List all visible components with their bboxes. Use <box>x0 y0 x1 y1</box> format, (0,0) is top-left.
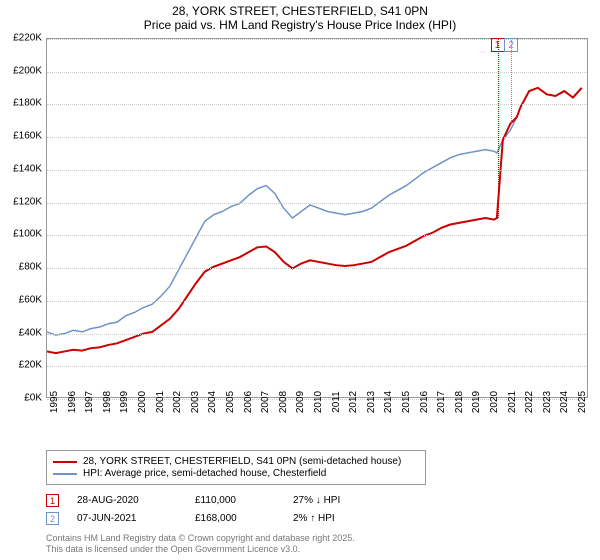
gridline <box>47 137 587 138</box>
x-axis-label: 2001 <box>155 391 166 413</box>
gridline <box>47 366 587 367</box>
sale-marker-line <box>498 38 499 218</box>
x-axis-label: 2006 <box>243 391 254 413</box>
title-address: 28, YORK STREET, CHESTERFIELD, S41 0PN <box>0 4 600 18</box>
x-axis-label: 1999 <box>119 391 130 413</box>
x-axis-label: 2008 <box>278 391 289 413</box>
gridline <box>47 104 587 105</box>
sale-marker-box: 2 <box>504 38 518 52</box>
x-axis-label: 2009 <box>295 391 306 413</box>
sale-row-price: £168,000 <box>195 513 275 524</box>
legend-swatch <box>53 461 77 463</box>
x-axis-label: 2022 <box>524 391 535 413</box>
x-axis-label: 1996 <box>67 391 78 413</box>
y-axis-label: £220K <box>13 33 42 44</box>
y-axis-label: £40K <box>19 327 42 338</box>
y-axis-label: £20K <box>19 360 42 371</box>
y-axis-label: £100K <box>13 229 42 240</box>
x-axis-label: 2004 <box>207 391 218 413</box>
x-axis-label: 2000 <box>137 391 148 413</box>
x-axis-label: 2007 <box>260 391 271 413</box>
sale-row: 2 07-JUN-2021 £168,000 2% ↑ HPI <box>46 512 373 525</box>
sale-row: 1 28-AUG-2020 £110,000 27% ↓ HPI <box>46 494 373 507</box>
legend-item: 28, YORK STREET, CHESTERFIELD, S41 0PN (… <box>53 456 419 467</box>
sale-row-date: 07-JUN-2021 <box>77 513 177 524</box>
x-axis-label: 2014 <box>383 391 394 413</box>
x-axis-label: 2013 <box>366 391 377 413</box>
x-axis-label: 2019 <box>471 391 482 413</box>
y-axis-label: £120K <box>13 196 42 207</box>
sale-row-diff: 27% ↓ HPI <box>293 495 373 506</box>
x-axis-label: 2025 <box>577 391 588 413</box>
title-subtitle: Price paid vs. HM Land Registry's House … <box>0 18 600 32</box>
legend-item: HPI: Average price, semi-detached house,… <box>53 468 419 479</box>
sale-row-price: £110,000 <box>195 495 275 506</box>
x-axis-label: 2005 <box>225 391 236 413</box>
y-axis-label: £80K <box>19 262 42 273</box>
y-axis-label: £140K <box>13 163 42 174</box>
chart-svg <box>47 39 587 397</box>
sale-row-diff: 2% ↑ HPI <box>293 513 373 524</box>
x-axis-label: 2017 <box>436 391 447 413</box>
x-axis-label: 2020 <box>489 391 500 413</box>
gridline <box>47 301 587 302</box>
gridline <box>47 72 587 73</box>
y-axis-label: £200K <box>13 65 42 76</box>
x-axis-label: 2015 <box>401 391 412 413</box>
x-axis-label: 2023 <box>542 391 553 413</box>
x-axis-label: 1995 <box>49 391 60 413</box>
y-axis-label: £180K <box>13 98 42 109</box>
chart-title: 28, YORK STREET, CHESTERFIELD, S41 0PN P… <box>0 0 600 34</box>
gridline <box>47 170 587 171</box>
sale-marker-box: 1 <box>491 38 505 52</box>
x-axis-label: 2003 <box>190 391 201 413</box>
x-axis-label: 1998 <box>102 391 113 413</box>
x-axis-label: 2012 <box>348 391 359 413</box>
footer-line2: This data is licensed under the Open Gov… <box>46 544 355 556</box>
x-axis-label: 1997 <box>84 391 95 413</box>
gridline <box>47 235 587 236</box>
legend-swatch <box>53 473 77 475</box>
y-axis-label: £0K <box>24 393 42 404</box>
series-line <box>47 88 582 335</box>
gridline <box>47 268 587 269</box>
sale-row-marker: 1 <box>46 494 59 507</box>
gridline <box>47 203 587 204</box>
chart-plot-area <box>46 38 588 398</box>
gridline <box>47 334 587 335</box>
legend-label: HPI: Average price, semi-detached house,… <box>83 468 326 479</box>
series-line <box>47 88 582 353</box>
x-axis-label: 2002 <box>172 391 183 413</box>
x-axis-label: 2016 <box>419 391 430 413</box>
y-axis-label: £60K <box>19 294 42 305</box>
chart-legend: 28, YORK STREET, CHESTERFIELD, S41 0PN (… <box>46 450 426 485</box>
y-axis-label: £160K <box>13 131 42 142</box>
x-axis-label: 2018 <box>454 391 465 413</box>
x-axis-label: 2010 <box>313 391 324 413</box>
sale-row-marker: 2 <box>46 512 59 525</box>
x-axis-label: 2011 <box>331 391 342 413</box>
footer-line1: Contains HM Land Registry data © Crown c… <box>46 533 355 545</box>
sale-row-date: 28-AUG-2020 <box>77 495 177 506</box>
footer-attribution: Contains HM Land Registry data © Crown c… <box>46 533 355 556</box>
x-axis-label: 2024 <box>559 391 570 413</box>
legend-label: 28, YORK STREET, CHESTERFIELD, S41 0PN (… <box>83 456 401 467</box>
x-axis-label: 2021 <box>507 391 518 413</box>
